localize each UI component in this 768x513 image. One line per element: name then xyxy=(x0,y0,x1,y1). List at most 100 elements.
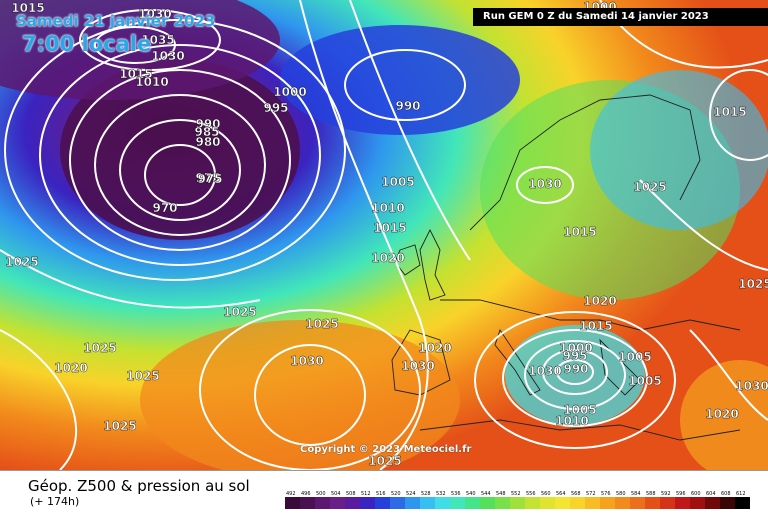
scale-swatch xyxy=(345,497,360,509)
pressure-label: 1015 xyxy=(563,225,596,239)
pressure-label: 1005 xyxy=(618,350,651,364)
pressure-label: 1025 xyxy=(126,369,159,383)
scale-tick-label: 500 xyxy=(316,491,326,497)
pressure-label: 985 xyxy=(194,125,219,139)
pressure-label: 995 xyxy=(263,101,288,115)
pressure-label: 975 xyxy=(197,172,222,186)
scale-tick-label: 604 xyxy=(706,491,716,497)
legend-subtitle: (+ 174h) xyxy=(30,495,80,508)
scale-swatch xyxy=(315,497,330,509)
pressure-label: 1020 xyxy=(705,407,738,421)
pressure-label: 1000 xyxy=(273,85,306,99)
scale-tick-label: 568 xyxy=(571,491,581,497)
pressure-label: 1035 xyxy=(141,33,174,47)
scale-tick-label: 544 xyxy=(481,491,491,497)
scale-swatch xyxy=(735,497,750,509)
scale-swatch xyxy=(630,497,645,509)
southeast-orange xyxy=(680,360,768,470)
scale-tick-label: 504 xyxy=(331,491,341,497)
legend-title: Géop. Z500 & pression au sol xyxy=(28,477,250,495)
pressure-label: 1030 xyxy=(138,7,171,21)
pressure-label: 1030 xyxy=(151,49,184,63)
deep-low-core xyxy=(60,60,300,240)
scale-tick-label: 536 xyxy=(451,491,461,497)
blue-trough xyxy=(280,25,520,135)
scale-swatch xyxy=(585,497,600,509)
scale-tick-label: 548 xyxy=(496,491,506,497)
pressure-label: 1015 xyxy=(11,1,44,15)
pressure-label: 1010 xyxy=(135,75,168,89)
scale-tick-label: 576 xyxy=(601,491,611,497)
pressure-label: 1025 xyxy=(305,317,338,331)
pressure-label: 1015 xyxy=(713,105,746,119)
scale-swatch xyxy=(705,497,720,509)
pressure-label: 1030 xyxy=(735,379,768,393)
scale-swatch xyxy=(420,497,435,509)
scale-swatch xyxy=(600,497,615,509)
scale-swatch xyxy=(495,497,510,509)
scale-tick-label: 496 xyxy=(301,491,311,497)
scale-swatch xyxy=(330,497,345,509)
pressure-label: 1030 xyxy=(290,354,323,368)
pressure-label: 1025 xyxy=(103,419,136,433)
pressure-label: 970 xyxy=(152,201,177,215)
scale-tick-label: 540 xyxy=(466,491,476,497)
scale-swatch xyxy=(435,497,450,509)
scale-tick-label: 524 xyxy=(406,491,416,497)
pressure-label: 1020 xyxy=(583,294,616,308)
pressure-label: 1015 xyxy=(119,67,152,81)
pressure-label: 1030 xyxy=(528,177,561,191)
pressure-label: 1025 xyxy=(223,305,256,319)
pressure-label: 1030 xyxy=(401,359,434,373)
pressure-label: 1025 xyxy=(738,277,768,291)
pressure-label: 990 xyxy=(563,362,588,376)
scale-swatch xyxy=(390,497,405,509)
scale-tick-label: 612 xyxy=(736,491,746,497)
scale-tick-label: 508 xyxy=(346,491,356,497)
pressure-label: 1020 xyxy=(418,341,451,355)
scale-tick-label: 564 xyxy=(556,491,566,497)
isobars xyxy=(0,0,768,470)
scale-tick-label: 520 xyxy=(391,491,401,497)
scale-tick-label: 584 xyxy=(631,491,641,497)
pressure-label: 975 xyxy=(195,171,220,185)
pressure-label: 1000 xyxy=(559,341,592,355)
scale-tick-label: 552 xyxy=(511,491,521,497)
pressure-label: 1020 xyxy=(371,251,404,265)
copyright-notice: Copyright © 2023 Meteociel.fr xyxy=(300,444,472,455)
atlantic-ridge-orange xyxy=(140,320,460,470)
scale-tick-label: 608 xyxy=(721,491,731,497)
forecast-date: Samedi 21 janvier 2023 xyxy=(16,12,216,30)
scale-swatch xyxy=(645,497,660,509)
scale-swatch xyxy=(615,497,630,509)
scale-tick-label: 580 xyxy=(616,491,626,497)
scale-tick-label: 588 xyxy=(646,491,656,497)
pressure-label: 1005 xyxy=(381,175,414,189)
scale-tick-label: 512 xyxy=(361,491,371,497)
eastern-cyan xyxy=(590,70,768,230)
scale-tick-label: 528 xyxy=(421,491,431,497)
scale-swatch xyxy=(360,497,375,509)
scale-tick-label: 600 xyxy=(691,491,701,497)
scale-tick-label: 516 xyxy=(376,491,386,497)
pressure-label: 1015 xyxy=(579,319,612,333)
pressure-label: 995 xyxy=(562,349,587,363)
scale-tick-label: 592 xyxy=(661,491,671,497)
scale-tick-label: 492 xyxy=(286,491,296,497)
scale-swatch xyxy=(660,497,675,509)
pressure-label: 1010 xyxy=(555,414,588,428)
scale-swatch xyxy=(690,497,705,509)
scale-tick-label: 532 xyxy=(436,491,446,497)
scale-swatch xyxy=(405,497,420,509)
pressure-label: 990 xyxy=(395,99,420,113)
pressure-label: 1025 xyxy=(5,255,38,269)
pressure-label: 1015 xyxy=(373,221,406,235)
scale-tick-label: 572 xyxy=(586,491,596,497)
pressure-label: 1020 xyxy=(54,361,87,375)
pressure-label: 1025 xyxy=(83,341,116,355)
scale-swatch xyxy=(375,497,390,509)
scale-swatch xyxy=(510,497,525,509)
color-scale: 492 496 500 504 508 512 516 520 524 528 532 536 540 5… xyxy=(285,491,750,509)
